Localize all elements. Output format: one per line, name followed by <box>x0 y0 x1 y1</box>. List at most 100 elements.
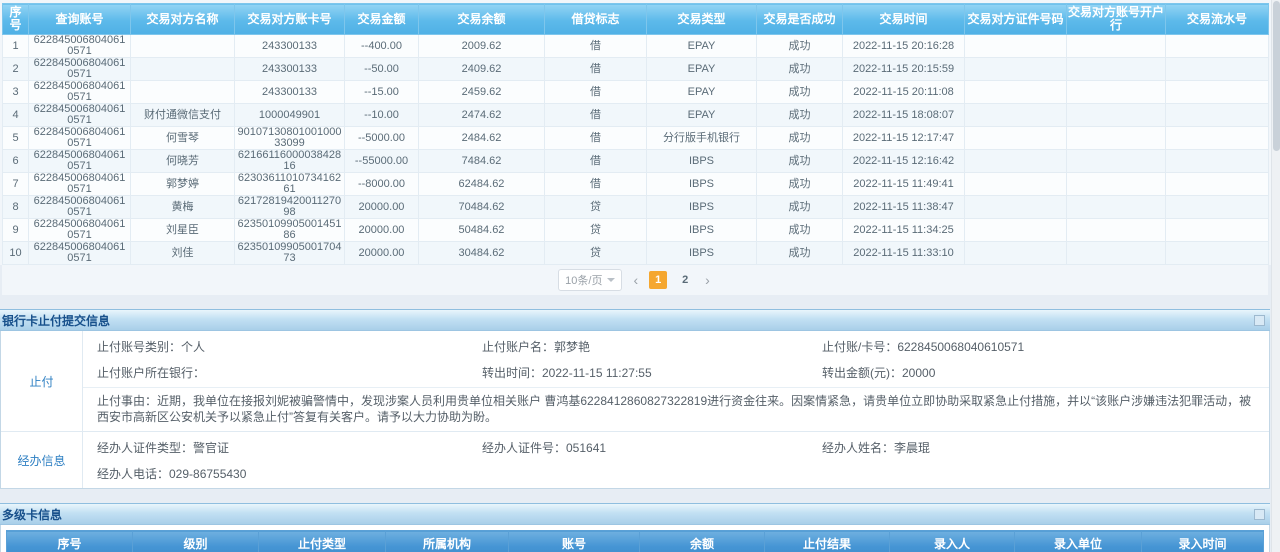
column-header: 交易金额 <box>344 3 419 35</box>
table-cell: 7484.62 <box>418 149 545 173</box>
table-row: 10 6228450068040610571 刘佳 62350109905001704… <box>2 241 1269 265</box>
table-cell: 成功 <box>756 241 843 265</box>
table-cell: 成功 <box>756 80 843 104</box>
table-cell: IBPS <box>646 149 757 173</box>
stop-payment-panel-header: 银行卡止付提交信息 <box>0 309 1270 331</box>
table-cell: 贷 <box>544 195 647 219</box>
table-row: 3 6228450068040610571 243300133 --15.00 2459… <box>2 80 1269 104</box>
column-header: 录入时间 <box>1141 530 1264 552</box>
chevron-down-icon <box>607 278 616 282</box>
table-cell: 50484.62 <box>418 218 545 242</box>
field-line: 止付账号类别：个人 止付账户名：郭梦艳 止付账/卡号：6228450068040… <box>83 333 1269 359</box>
table-cell: IBPS <box>646 172 757 196</box>
table-cell <box>964 172 1067 196</box>
table-cell: 借 <box>544 34 647 58</box>
table-cell: 1000049901 <box>234 103 345 127</box>
table-cell: 6217281942001127098 <box>234 195 345 219</box>
prev-page-button[interactable]: ‹ <box>633 272 639 288</box>
table-cell: IBPS <box>646 195 757 219</box>
table-cell <box>1165 80 1269 104</box>
table-cell: 黄梅 <box>130 195 235 219</box>
table-row: 6 6228450068040610571 何晓芳 62166116000038428… <box>2 149 1269 173</box>
table-cell: 243300133 <box>234 34 345 58</box>
table-cell: 243300133 <box>234 57 345 81</box>
table-cell: 2 <box>2 57 29 81</box>
table-cell: 6228450068040610571 <box>28 103 131 127</box>
stop-payment-title: 银行卡止付提交信息 <box>2 313 111 328</box>
table-cell <box>964 126 1067 150</box>
table-cell: 20000.00 <box>344 195 419 219</box>
table-cell <box>1165 103 1269 127</box>
table-cell: 分行版手机银行 <box>646 126 757 150</box>
transactions-table: 序号 查询账号 交易对方名称 交易对方账卡号 交易金额 交易余额 借贷标志 交易类型 交易是否成… <box>2 3 1269 265</box>
page-size-select[interactable]: 10条/页 <box>558 269 623 291</box>
table-cell: 成功 <box>756 34 843 58</box>
table-cell <box>964 103 1067 127</box>
page-number-1[interactable]: 1 <box>649 271 668 289</box>
column-header: 借贷标志 <box>544 3 647 35</box>
next-page-button[interactable]: › <box>705 272 710 288</box>
table-cell <box>130 57 235 81</box>
stop-payment-content: 止付账号类别：个人 止付账户名：郭梦艳 止付账/卡号：6228450068040… <box>83 331 1269 431</box>
column-header: 交易对方账号开户行 <box>1066 3 1166 35</box>
field-transfer-time: 转出时间：2022-11-15 11:27:55 <box>482 365 652 380</box>
table-cell <box>1066 172 1166 196</box>
column-header: 录入人 <box>889 530 1015 552</box>
table-cell: 何晓芳 <box>130 149 235 173</box>
column-header: 交易对方名称 <box>130 3 235 35</box>
transactions-header-row: 序号 查询账号 交易对方名称 交易对方账卡号 交易金额 交易余额 借贷标志 交易类型 交易是否成… <box>2 3 1269 35</box>
column-header: 交易余额 <box>418 3 545 35</box>
table-cell: 成功 <box>756 195 843 219</box>
column-header: 交易对方证件号码 <box>964 3 1067 35</box>
column-header: 级别 <box>132 530 259 552</box>
table-cell <box>1165 172 1269 196</box>
scrollbar-thumb[interactable] <box>1272 1 1280 151</box>
table-cell <box>1066 80 1166 104</box>
group-label-stop: 止付 <box>1 331 83 431</box>
table-cell: 借 <box>544 172 647 196</box>
table-cell: 成功 <box>756 172 843 196</box>
table-row: 1 6228450068040610571 243300133 --400.00 200… <box>2 34 1269 58</box>
column-header: 序号 <box>2 3 29 35</box>
column-header: 余额 <box>639 530 765 552</box>
table-cell: 成功 <box>756 126 843 150</box>
field-handler-cert-no: 经办人证件号：051641 <box>482 440 607 455</box>
table-cell: --400.00 <box>344 34 419 58</box>
table-cell: 贷 <box>544 218 647 242</box>
handler-group: 经办信息 经办人证件类型：警官证 经办人证件号：051641 经办人姓名：李晨琨… <box>1 432 1269 488</box>
column-header: 交易是否成功 <box>756 3 843 35</box>
table-cell <box>1165 126 1269 150</box>
table-cell: 6228450068040610571 <box>28 126 131 150</box>
table-cell: 5 <box>2 126 29 150</box>
column-header: 账号 <box>508 530 640 552</box>
table-cell: 何雪琴 <box>130 126 235 150</box>
table-cell: 243300133 <box>234 80 345 104</box>
multilevel-header-row: 序号 级别 止付类型 所属机构 账号 余额 止付结果 录入人 录入单位 录入时间 <box>6 530 1264 552</box>
table-cell: 郭梦婷 <box>130 172 235 196</box>
table-cell: 4 <box>2 103 29 127</box>
column-header: 查询账号 <box>28 3 131 35</box>
table-cell: 6235010990500170473 <box>234 241 345 265</box>
table-cell <box>130 80 235 104</box>
table-cell: 6230361101073416261 <box>234 172 345 196</box>
column-header: 交易对方账卡号 <box>234 3 345 35</box>
group-label-handler: 经办信息 <box>1 432 83 488</box>
table-cell: 70484.62 <box>418 195 545 219</box>
table-cell: 2022-11-15 20:11:08 <box>842 80 965 104</box>
field-handler-cert-type: 经办人证件类型：警官证 <box>97 440 230 455</box>
collapse-icon[interactable] <box>1254 508 1265 520</box>
column-header: 交易流水号 <box>1165 3 1269 35</box>
table-cell: 2009.62 <box>418 34 545 58</box>
table-cell: 刘星臣 <box>130 218 235 242</box>
vertical-scrollbar[interactable] <box>1271 0 1280 552</box>
table-cell: 2022-11-15 18:08:07 <box>842 103 965 127</box>
pagination-bar: 10条/页 ‹ 1 2 › <box>2 265 1268 295</box>
collapse-icon[interactable] <box>1254 314 1265 326</box>
table-cell <box>1165 241 1269 265</box>
table-cell: 借 <box>544 149 647 173</box>
table-cell: 2022-11-15 20:15:59 <box>842 57 965 81</box>
multilevel-card-title: 多级卡信息 <box>2 507 63 522</box>
page-number-2[interactable]: 2 <box>682 274 689 286</box>
